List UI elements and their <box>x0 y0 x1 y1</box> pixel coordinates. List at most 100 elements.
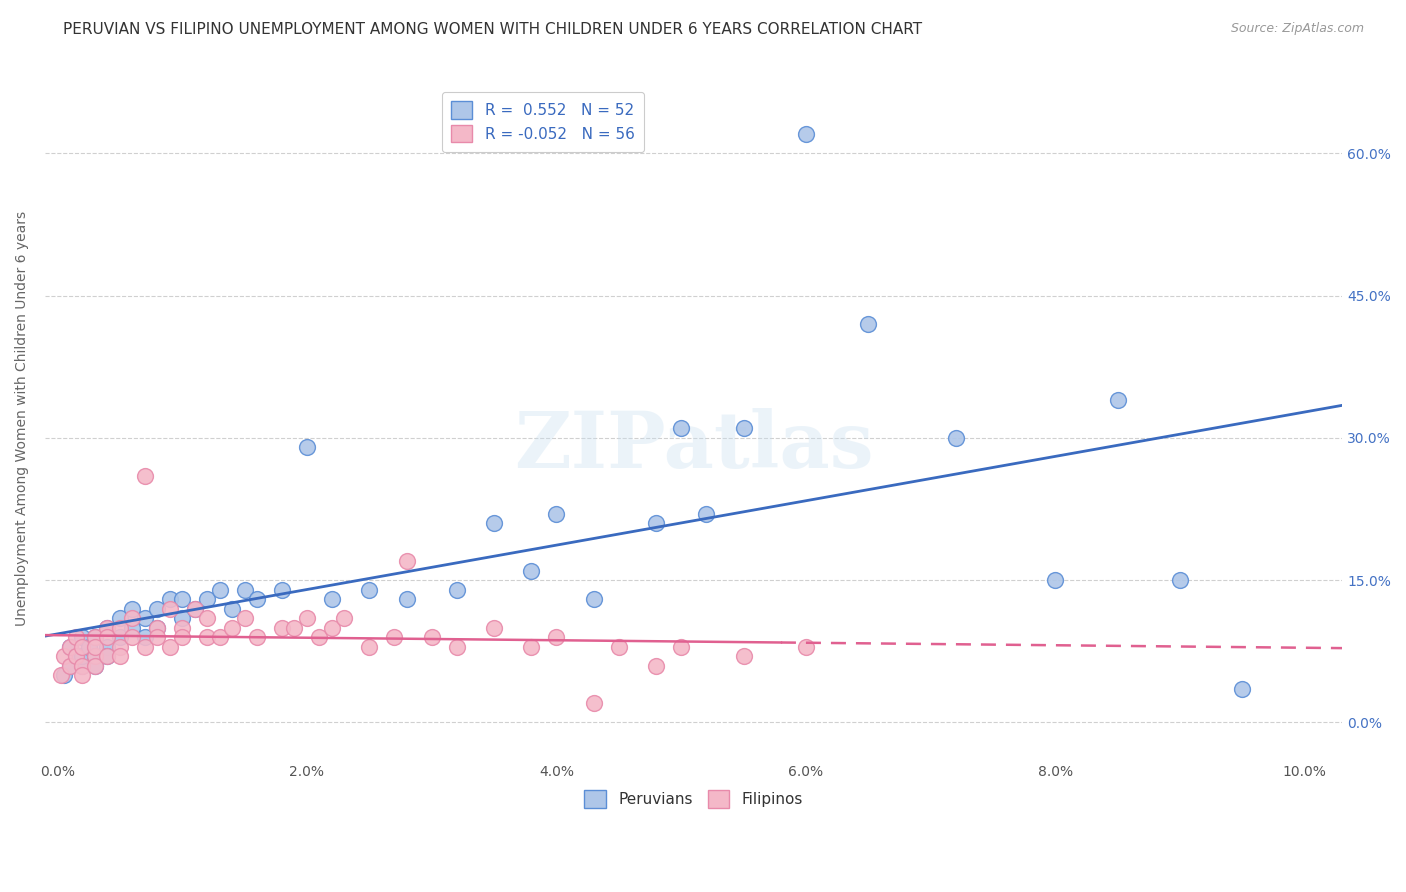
Point <box>520 564 543 578</box>
Point <box>382 630 405 644</box>
Point <box>96 621 118 635</box>
Point <box>359 582 381 597</box>
Point <box>395 592 418 607</box>
Point <box>59 640 82 654</box>
Point <box>446 640 468 654</box>
Point <box>134 468 156 483</box>
Point <box>520 640 543 654</box>
Point <box>1107 392 1129 407</box>
Point <box>172 611 194 625</box>
Point <box>83 658 105 673</box>
Point <box>72 658 94 673</box>
Point <box>121 621 143 635</box>
Point <box>295 441 318 455</box>
Text: Source: ZipAtlas.com: Source: ZipAtlas.com <box>1230 22 1364 36</box>
Point <box>51 668 73 682</box>
Point <box>1045 573 1067 587</box>
Point <box>733 421 755 435</box>
Point <box>645 516 668 531</box>
Point <box>233 611 256 625</box>
Point <box>195 630 218 644</box>
Point <box>96 648 118 663</box>
Point <box>246 592 269 607</box>
Point <box>482 516 505 531</box>
Point <box>65 648 87 663</box>
Point <box>59 658 82 673</box>
Point <box>72 658 94 673</box>
Point <box>59 658 82 673</box>
Point <box>108 621 131 635</box>
Point <box>72 648 94 663</box>
Point <box>65 648 87 663</box>
Legend: Peruvians, Filipinos: Peruvians, Filipinos <box>578 784 808 814</box>
Point <box>108 640 131 654</box>
Point <box>321 621 343 635</box>
Point <box>246 630 269 644</box>
Point <box>83 640 105 654</box>
Point <box>1232 682 1254 697</box>
Point <box>172 621 194 635</box>
Point <box>283 621 305 635</box>
Point <box>183 601 205 615</box>
Point <box>321 592 343 607</box>
Point <box>52 668 75 682</box>
Point <box>59 640 82 654</box>
Point <box>108 611 131 625</box>
Point <box>146 621 169 635</box>
Point <box>83 630 105 644</box>
Point <box>733 648 755 663</box>
Point <box>482 621 505 635</box>
Point <box>83 648 105 663</box>
Point <box>72 668 94 682</box>
Point <box>945 431 967 445</box>
Point <box>582 697 605 711</box>
Point <box>669 640 692 654</box>
Point <box>607 640 630 654</box>
Point <box>308 630 330 644</box>
Point <box>96 630 118 644</box>
Point <box>121 611 143 625</box>
Point <box>669 421 692 435</box>
Point <box>645 658 668 673</box>
Point <box>65 630 87 644</box>
Point <box>333 611 356 625</box>
Point <box>121 630 143 644</box>
Point <box>96 640 118 654</box>
Point <box>208 630 231 644</box>
Point <box>546 507 568 521</box>
Point <box>695 507 717 521</box>
Text: ZIPatlas: ZIPatlas <box>513 409 873 484</box>
Point <box>221 621 243 635</box>
Point <box>446 582 468 597</box>
Point <box>271 582 294 597</box>
Point <box>582 592 605 607</box>
Point <box>172 630 194 644</box>
Point <box>233 582 256 597</box>
Point <box>134 611 156 625</box>
Point <box>359 640 381 654</box>
Point <box>195 592 218 607</box>
Point <box>159 601 181 615</box>
Point <box>134 640 156 654</box>
Point <box>221 601 243 615</box>
Point <box>72 640 94 654</box>
Point <box>546 630 568 644</box>
Point <box>77 640 100 654</box>
Point <box>52 648 75 663</box>
Y-axis label: Unemployment Among Women with Children Under 6 years: Unemployment Among Women with Children U… <box>15 211 30 626</box>
Point <box>134 630 156 644</box>
Point <box>858 317 880 331</box>
Point <box>108 630 131 644</box>
Point <box>794 128 817 142</box>
Point <box>83 630 105 644</box>
Point <box>395 554 418 568</box>
Point <box>96 621 118 635</box>
Point <box>159 640 181 654</box>
Point <box>121 601 143 615</box>
Point <box>146 621 169 635</box>
Point <box>83 658 105 673</box>
Point <box>96 648 118 663</box>
Point <box>295 611 318 625</box>
Point <box>794 640 817 654</box>
Point <box>83 648 105 663</box>
